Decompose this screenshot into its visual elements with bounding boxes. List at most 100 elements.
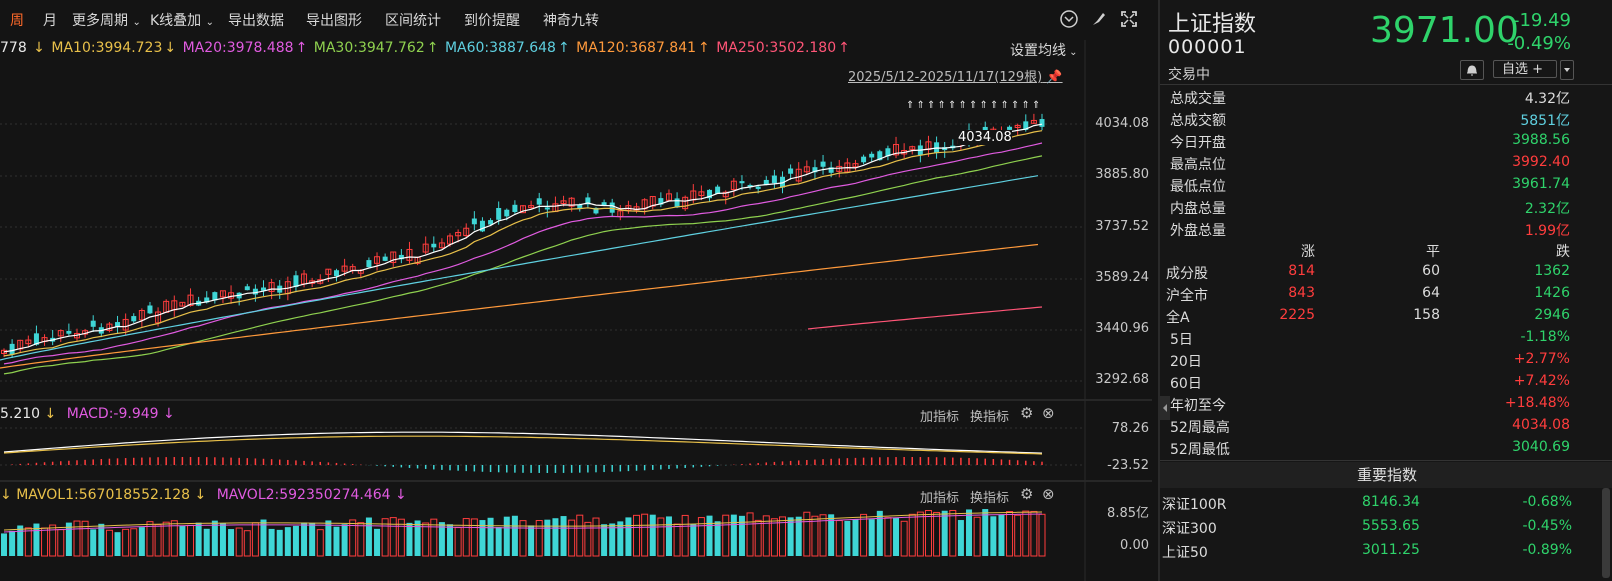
- index-row[interactable]: 上证50 3011.25 -0.89%: [1162, 542, 1572, 566]
- ma-setting-button[interactable]: 设置均线 ⌄: [1010, 40, 1078, 60]
- volume-bar: [24, 527, 32, 557]
- volume-bar: [81, 520, 89, 557]
- fullscreen-icon[interactable]: [1118, 8, 1140, 30]
- arrow-down-icon: ↓: [164, 40, 177, 56]
- close-icon[interactable]: ⊗: [1042, 485, 1055, 503]
- dif-line: [3, 431, 1043, 454]
- price-alert-button[interactable]: 到价提醒: [464, 13, 520, 29]
- stat-value: 3988.56: [1512, 132, 1570, 148]
- index-row[interactable]: 深证300 5553.65 -0.45%: [1162, 518, 1572, 542]
- peak-price-label: 4034.08: [958, 130, 1012, 145]
- index-change: -0.68%: [1522, 494, 1572, 510]
- kline-overlay-dropdown[interactable]: K线叠加 ⌄: [150, 10, 214, 30]
- volume-bar: [601, 524, 608, 556]
- ma-setting-label: 设置均线: [1010, 43, 1066, 59]
- volume-bar: [998, 514, 1005, 556]
- gear-icon[interactable]: ⚙: [1020, 485, 1034, 503]
- period-month-tab[interactable]: 月: [43, 13, 57, 29]
- stock-code: 000001: [1168, 36, 1247, 58]
- volume-bar: [389, 517, 397, 557]
- switch-indicator-button[interactable]: 换指标: [970, 410, 1010, 425]
- stat-value: 3961.74: [1512, 176, 1570, 192]
- volume-bar: [41, 527, 49, 557]
- arrow-down-icon: ↓: [0, 487, 17, 503]
- add-indicator-button[interactable]: 加指标: [920, 491, 960, 506]
- volume-bar: [754, 519, 762, 557]
- volume-bar: [576, 514, 584, 557]
- volume-bar: [941, 510, 948, 556]
- price-axis-label: 3589.24: [1095, 270, 1149, 285]
- export-image-button[interactable]: 导出图形: [306, 13, 362, 29]
- up-count: 2225: [1279, 307, 1315, 323]
- bell-icon[interactable]: [1460, 60, 1484, 80]
- price-axis-label: 3440.96: [1095, 321, 1149, 336]
- volume-bar: [584, 521, 592, 557]
- scrollbar[interactable]: [1602, 488, 1610, 578]
- candle-body: [57, 330, 64, 337]
- candle-body: [795, 168, 802, 182]
- dea-line: [3, 435, 1043, 455]
- volume-bar: [535, 520, 543, 557]
- volume-bar: [811, 515, 819, 557]
- volume-bar: [746, 512, 754, 557]
- volume-bar: [1, 533, 7, 556]
- volume-bar: [722, 514, 730, 557]
- market-row: 成分股 814 60 1362: [1166, 263, 1570, 285]
- more-periods-label: 更多周期: [72, 13, 128, 29]
- candle-body: [471, 218, 477, 225]
- switch-indicator-button[interactable]: 换指标: [970, 491, 1010, 506]
- more-periods-dropdown[interactable]: 更多周期 ⌄: [72, 10, 141, 30]
- ma-line: [3, 123, 1043, 353]
- flat-count: 60: [1422, 263, 1440, 279]
- volume-bar: [235, 527, 243, 557]
- range-stats-button[interactable]: 区间统计: [385, 13, 441, 29]
- volume-bar: [982, 509, 989, 556]
- volume-bar: [462, 518, 470, 557]
- volume-bar: [170, 520, 178, 557]
- volume-bar: [470, 518, 478, 557]
- date-range-label[interactable]: 2025/5/12-2025/11/17(129根) 📌: [848, 66, 1063, 85]
- volume-bar: [552, 518, 559, 556]
- collapse-handle[interactable]: [1160, 396, 1170, 420]
- index-price: 3011.25: [1362, 542, 1420, 558]
- down-count: 1426: [1534, 285, 1570, 301]
- down-header: 跌: [1556, 244, 1570, 260]
- candle-body: [155, 311, 162, 324]
- volume-bar: [316, 529, 324, 557]
- candle-body: [536, 198, 542, 205]
- period-week-tab[interactable]: 周: [10, 13, 24, 29]
- flat-header: 平: [1426, 244, 1440, 260]
- volume-bar: [714, 521, 721, 556]
- period-label: 52周最高: [1170, 420, 1230, 436]
- ma-line: [0, 175, 1039, 361]
- candle-body: [268, 282, 275, 292]
- volume-bar: [130, 528, 138, 557]
- close-icon[interactable]: ⊗: [1042, 404, 1055, 422]
- price-axis-label: 3885.80: [1095, 167, 1149, 182]
- add-indicator-button[interactable]: 加指标: [920, 410, 960, 425]
- volume-bar: [162, 521, 170, 557]
- candle-body: [1007, 126, 1013, 130]
- volume-bar: [195, 522, 202, 556]
- period-value: -1.18%: [1520, 329, 1570, 345]
- mavol2-line: [3, 513, 1043, 533]
- add-watchlist-button[interactable]: 自选 +: [1493, 60, 1557, 78]
- stat-label: 最低点位: [1170, 179, 1226, 195]
- chevron-down-icon[interactable]: [1560, 60, 1574, 80]
- brush-icon[interactable]: [1088, 8, 1110, 30]
- volume-bar: [260, 519, 267, 556]
- volume-bar: [617, 521, 624, 556]
- gear-icon[interactable]: ⚙: [1020, 404, 1034, 422]
- candle-body: [1023, 121, 1029, 130]
- volume-bar: [592, 517, 600, 557]
- stat-label: 最高点位: [1170, 157, 1226, 173]
- kline-chart[interactable]: ⇑ ⇑ ⇑ ⇑ ⇑ ⇑ ⇑ ⇑ ⇑ ⇑ ⇑ ⇑ ⇑: [0, 0, 1152, 581]
- index-row[interactable]: 深证100R 8146.34 -0.68%: [1162, 494, 1572, 518]
- stat-value: 4.32亿: [1524, 91, 1570, 107]
- candle-body: [730, 180, 737, 191]
- divider: [1160, 460, 1612, 461]
- magic-nine-button[interactable]: 神奇九转: [543, 13, 599, 29]
- chevron-circle-icon[interactable]: [1058, 8, 1080, 30]
- volume-bar: [641, 513, 649, 557]
- export-data-button[interactable]: 导出数据: [228, 13, 284, 29]
